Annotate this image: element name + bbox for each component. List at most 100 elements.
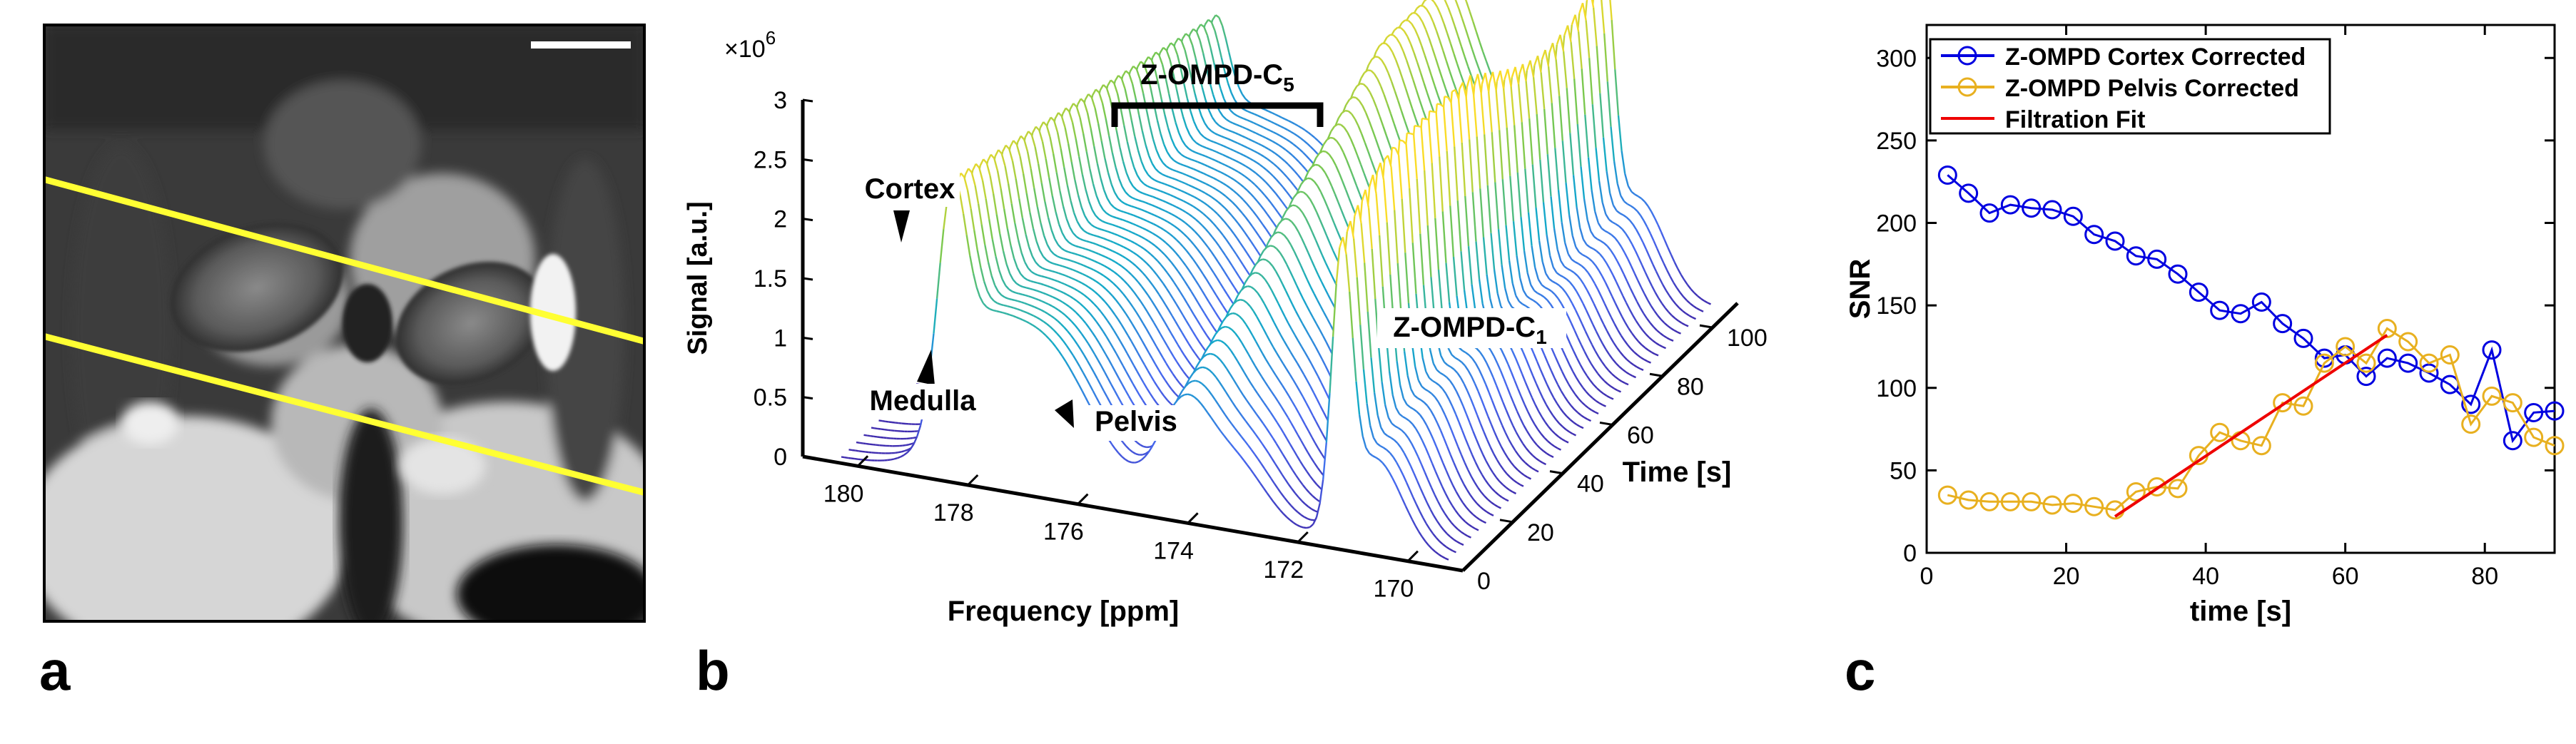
waterfall-curve-segment [1424, 55, 1429, 66]
waterfall-curve-segment [1164, 254, 1169, 260]
waterfall-curve-segment [1322, 150, 1327, 153]
waterfall-curve-segment [1170, 185, 1175, 189]
waterfall-curve-segment [1192, 138, 1197, 144]
waterfall-curve-segment [1578, 382, 1584, 388]
waterfall-curve-segment [1394, 26, 1399, 31]
waterfall-curve-segment [1383, 94, 1389, 105]
waterfall-curve-segment [1286, 138, 1291, 143]
waterfall-curve-segment [1587, 157, 1593, 190]
waterfall-curve-segment [1223, 220, 1228, 226]
waterfall-curve-segment [1521, 63, 1527, 81]
waterfall-curve-segment [1177, 37, 1182, 42]
waterfall-curve-segment [1200, 170, 1205, 175]
waterfall-curve-segment [1700, 297, 1705, 302]
waterfall-curve-segment [1583, 351, 1589, 359]
waterfall-curve-segment [1603, 324, 1608, 332]
waterfall-curve-segment [1619, 212, 1624, 216]
waterfall-curve-segment [1109, 214, 1114, 218]
waterfall-curve-segment [1097, 123, 1102, 141]
waterfall-curve-segment [1513, 380, 1519, 389]
waterfall-curve-segment [1125, 172, 1131, 182]
waterfall-curve-segment [1117, 178, 1123, 188]
waterfall-curve-segment [1470, 75, 1476, 86]
waterfall-curve-segment [1593, 235, 1598, 240]
waterfall-curve-segment [1296, 146, 1301, 151]
waterfall-curve-segment [1631, 190, 1636, 195]
waterfall-curve-segment [1436, 7, 1442, 16]
waterfall-curve-segment [1638, 325, 1644, 331]
waterfall-curve-segment [1150, 213, 1155, 216]
waterfall-curve-segment [1212, 149, 1217, 153]
waterfall-curve-segment [1576, 357, 1581, 365]
waterfall-curve-segment [1362, 83, 1368, 88]
waterfall-curve-segment [1331, 185, 1336, 195]
waterfall-curve-segment [1357, 126, 1363, 135]
waterfall-curve-segment [1142, 227, 1147, 231]
waterfall-curve-segment [1547, 362, 1553, 372]
waterfall-curve-segment [1591, 260, 1597, 266]
waterfall-curve-segment [1601, 296, 1606, 305]
waterfall-curve-segment [1309, 198, 1314, 206]
waterfall-curve-segment [1191, 185, 1196, 189]
waterfall-curve-segment [1428, 38, 1434, 49]
waterfall-curve-segment [1603, 242, 1608, 247]
waterfall-curve-segment [1681, 322, 1685, 326]
waterfall-curve-segment [1227, 175, 1232, 179]
waterfall-curve-segment [1083, 101, 1089, 113]
waterfall-curve-segment [1464, 0, 1468, 3]
waterfall-curve-segment [1229, 148, 1234, 151]
waterfall-curve-segment [1397, 101, 1403, 112]
waterfall-curve-segment [1605, 213, 1611, 220]
waterfall-curve-segment [1604, 365, 1610, 372]
waterfall-curve-segment [1556, 402, 1561, 409]
waterfall-curve-segment [1626, 216, 1631, 221]
waterfall-curve-segment [1296, 190, 1301, 195]
waterfall-curve-segment [1250, 241, 1256, 248]
waterfall-curve-segment [1458, 9, 1464, 20]
waterfall-curve-segment [1235, 193, 1241, 198]
waterfall-curve-segment [1203, 26, 1209, 36]
waterfall-curve-segment [1274, 207, 1279, 213]
waterfall-curve-segment [1471, 284, 1476, 310]
waterfall-curve-segment [1525, 81, 1531, 119]
waterfall-curve-segment [1530, 284, 1536, 291]
waterfall-curve-segment [1087, 200, 1093, 210]
waterfall-curve-segment [1535, 207, 1541, 241]
waterfall-curve-segment [1160, 133, 1165, 145]
waterfall-curve-segment [1572, 285, 1578, 292]
waterfall-curve-segment [1616, 183, 1622, 196]
waterfall-curve-segment [1419, 72, 1425, 83]
waterfall-curve-segment [1667, 325, 1672, 330]
waterfall-curve-segment [1107, 230, 1112, 234]
waterfall-curve-segment [1254, 150, 1258, 154]
waterfall-curve-segment [1332, 158, 1337, 166]
waterfall-curve-segment [1422, 5, 1428, 10]
waterfall-curve-segment [1452, 81, 1458, 91]
waterfall-curve-segment [1172, 73, 1177, 89]
waterfall-curve-segment [1599, 390, 1604, 394]
waterfall-curve-segment [1625, 371, 1630, 375]
waterfall-curve-segment [1254, 183, 1259, 189]
waterfall-curve-segment [1215, 240, 1220, 247]
waterfall-curve-segment [1207, 194, 1212, 198]
waterfall-curve-segment [1680, 274, 1685, 281]
waterfall-curve-segment [1137, 61, 1142, 68]
waterfall-curve-segment [1625, 302, 1631, 310]
waterfall-curve-segment [1495, 90, 1501, 131]
waterfall-curve-segment [1325, 235, 1331, 244]
waterfall-curve-segment [1505, 225, 1511, 261]
waterfall-curve-segment [1644, 347, 1649, 351]
waterfall-curve-segment [1269, 218, 1274, 224]
waterfall-curve-segment [1216, 277, 1222, 285]
waterfall-curve-segment [1224, 173, 1228, 177]
waterfall-curve-segment [1132, 197, 1136, 200]
waterfall-curve-segment [1586, 310, 1591, 318]
waterfall-curve-segment [1170, 156, 1175, 161]
waterfall-curve-segment [1073, 260, 1077, 264]
waterfall-curve-segment [1237, 115, 1241, 118]
waterfall-curve-segment [1224, 71, 1229, 84]
waterfall-curve-segment [1207, 138, 1211, 142]
waterfall-curve-segment [1236, 151, 1241, 155]
waterfall-curve-segment [1196, 128, 1202, 135]
waterfall-curve-segment [1533, 300, 1537, 304]
